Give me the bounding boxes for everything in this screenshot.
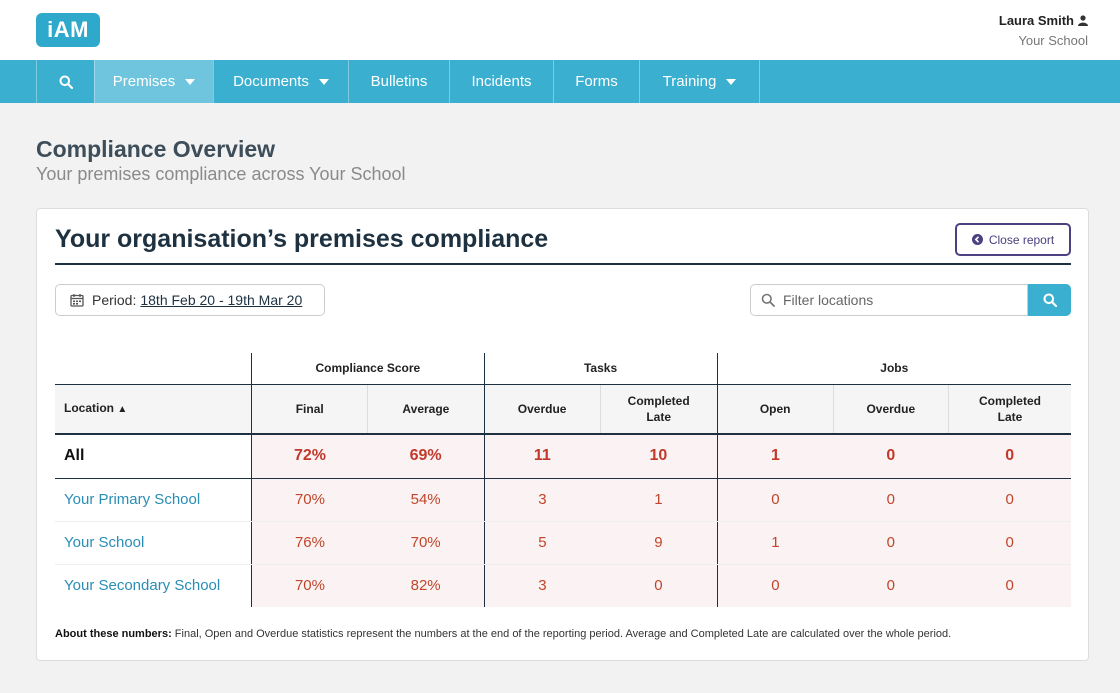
table-cell: 72%: [251, 434, 368, 479]
nav-premises[interactable]: Premises: [94, 60, 213, 103]
table-cell: 76%: [251, 521, 368, 565]
compliance-table: Compliance Score Tasks Jobs Location ▲ F…: [55, 353, 1071, 607]
table-cell: 11: [484, 434, 601, 479]
col-jobs-completed-late: Completed Late: [948, 384, 1071, 435]
user-name-row[interactable]: Laura Smith: [999, 13, 1088, 28]
nav-incidents[interactable]: Incidents: [449, 60, 553, 103]
footnote-text: Final, Open and Overdue statistics repre…: [174, 628, 952, 640]
location-sort-header[interactable]: Location ▲: [55, 384, 253, 435]
nav-forms-label: Forms: [575, 73, 618, 90]
table-cell: 0: [833, 521, 949, 565]
top-bar: iAM Laura Smith Your School: [0, 0, 1120, 60]
nav-incidents-label: Incidents: [471, 73, 532, 90]
location-link[interactable]: Your Secondary School: [55, 564, 253, 607]
nav-forms[interactable]: Forms: [553, 60, 639, 103]
nav-training-label: Training: [662, 73, 717, 90]
close-report-button[interactable]: Close report: [955, 223, 1071, 256]
table-cell: 82%: [367, 564, 485, 607]
page-title: Compliance Overview: [36, 136, 276, 162]
table-cell: 0: [717, 478, 834, 522]
search-icon: [761, 293, 775, 307]
col-average: Average: [367, 384, 485, 435]
chevron-down-icon: [726, 78, 737, 85]
title-divider: [55, 263, 1071, 265]
table-cell: 1: [600, 478, 718, 522]
filter-locations-field[interactable]: [750, 284, 1028, 316]
nav-premises-label: Premises: [112, 73, 176, 90]
table-cell: 0: [833, 434, 949, 479]
col-final: Final: [251, 384, 369, 435]
col-jobs-overdue: Overdue: [833, 384, 949, 435]
chevron-down-icon: [318, 78, 329, 85]
table-row: Your Primary School 70% 54% 3 1 0 0 0: [55, 478, 1071, 522]
sort-ascending-icon: ▲: [117, 403, 128, 415]
col-tasks-completed-late: Completed Late: [600, 384, 718, 435]
nav-bulletins[interactable]: Bulletins: [348, 60, 449, 103]
table-cell: 0: [833, 564, 949, 607]
table-cell: 5: [484, 521, 601, 565]
empty-header: [55, 353, 252, 385]
table-cell: 70%: [367, 521, 485, 565]
table-cell: 69%: [367, 434, 485, 479]
table-row: Your School 76% 70% 5 9 1 0 0: [55, 521, 1071, 565]
nav-training[interactable]: Training: [639, 60, 760, 103]
search-icon: [59, 75, 73, 89]
location-link[interactable]: Your School: [55, 521, 253, 565]
calendar-icon: [70, 294, 84, 307]
nav-documents-label: Documents: [233, 73, 309, 90]
main-nav: Premises Documents Bulletins Incidents F…: [0, 60, 1120, 103]
table-row-all: All 72% 69% 11 10 1 0 0: [55, 434, 1071, 479]
footnote: About these numbers: Final, Open and Ove…: [55, 628, 951, 640]
chevron-left-circle-icon: [971, 234, 983, 245]
group-header-row: Compliance Score Tasks Jobs: [55, 353, 1071, 385]
card-title: Your organisation’s premises compliance: [55, 225, 549, 253]
column-header-row: Location ▲ Final Average Overdue Complet…: [55, 384, 1071, 435]
table-cell: 0: [717, 564, 834, 607]
compliance-card: Your organisation’s premises compliance …: [36, 208, 1089, 661]
nav-documents[interactable]: Documents: [213, 60, 348, 103]
table-cell: 3: [484, 478, 601, 522]
table-cell: 0: [948, 434, 1071, 479]
filter-locations-input[interactable]: [783, 292, 1003, 308]
table-cell: 10: [600, 434, 718, 479]
nav-bulletins-label: Bulletins: [370, 73, 428, 90]
col-tasks-overdue: Overdue: [484, 384, 601, 435]
page-subtitle: Your premises compliance across Your Sch…: [36, 164, 406, 184]
filter-search-button[interactable]: [1028, 284, 1071, 316]
user-school: Your School: [1018, 33, 1088, 48]
table-row: Your Secondary School 70% 82% 3 0 0 0 0: [55, 564, 1071, 607]
table-cell: 0: [948, 564, 1071, 607]
table-cell: 0: [833, 478, 949, 522]
table-cell: 1: [717, 434, 834, 479]
table-cell: 1: [717, 521, 834, 565]
table-cell: 0: [948, 521, 1071, 565]
period-label: Period:: [92, 292, 137, 308]
user-name: Laura Smith: [998, 13, 1074, 28]
user-info[interactable]: Laura Smith Your School: [999, 13, 1088, 48]
group-tasks: Tasks: [483, 353, 718, 385]
user-icon: [1078, 15, 1088, 26]
location-link[interactable]: Your Primary School: [55, 478, 253, 522]
footnote-label: About these numbers:: [55, 628, 172, 640]
group-compliance-score: Compliance Score: [251, 353, 484, 385]
close-report-label: Close report: [988, 232, 1055, 247]
table-cell: 3: [484, 564, 601, 607]
table-cell: 9: [600, 521, 718, 565]
period-selector[interactable]: Period: 18th Feb 20 - 19th Mar 20: [55, 284, 325, 316]
table-cell: 70%: [251, 478, 368, 522]
period-value-link[interactable]: 18th Feb 20 - 19th Mar 20: [140, 292, 303, 308]
all-label: All: [55, 434, 253, 479]
search-icon: [1043, 293, 1057, 307]
chevron-down-icon: [185, 78, 196, 85]
table-cell: 70%: [251, 564, 368, 607]
table-cell: 0: [600, 564, 718, 607]
table-cell: 54%: [367, 478, 485, 522]
nav-search-button[interactable]: [36, 60, 94, 103]
location-header-label: Location: [64, 400, 114, 415]
group-jobs: Jobs: [716, 353, 1071, 385]
iam-logo[interactable]: iAM: [36, 13, 100, 47]
table-cell: 0: [948, 478, 1071, 522]
col-jobs-open: Open: [717, 384, 834, 435]
